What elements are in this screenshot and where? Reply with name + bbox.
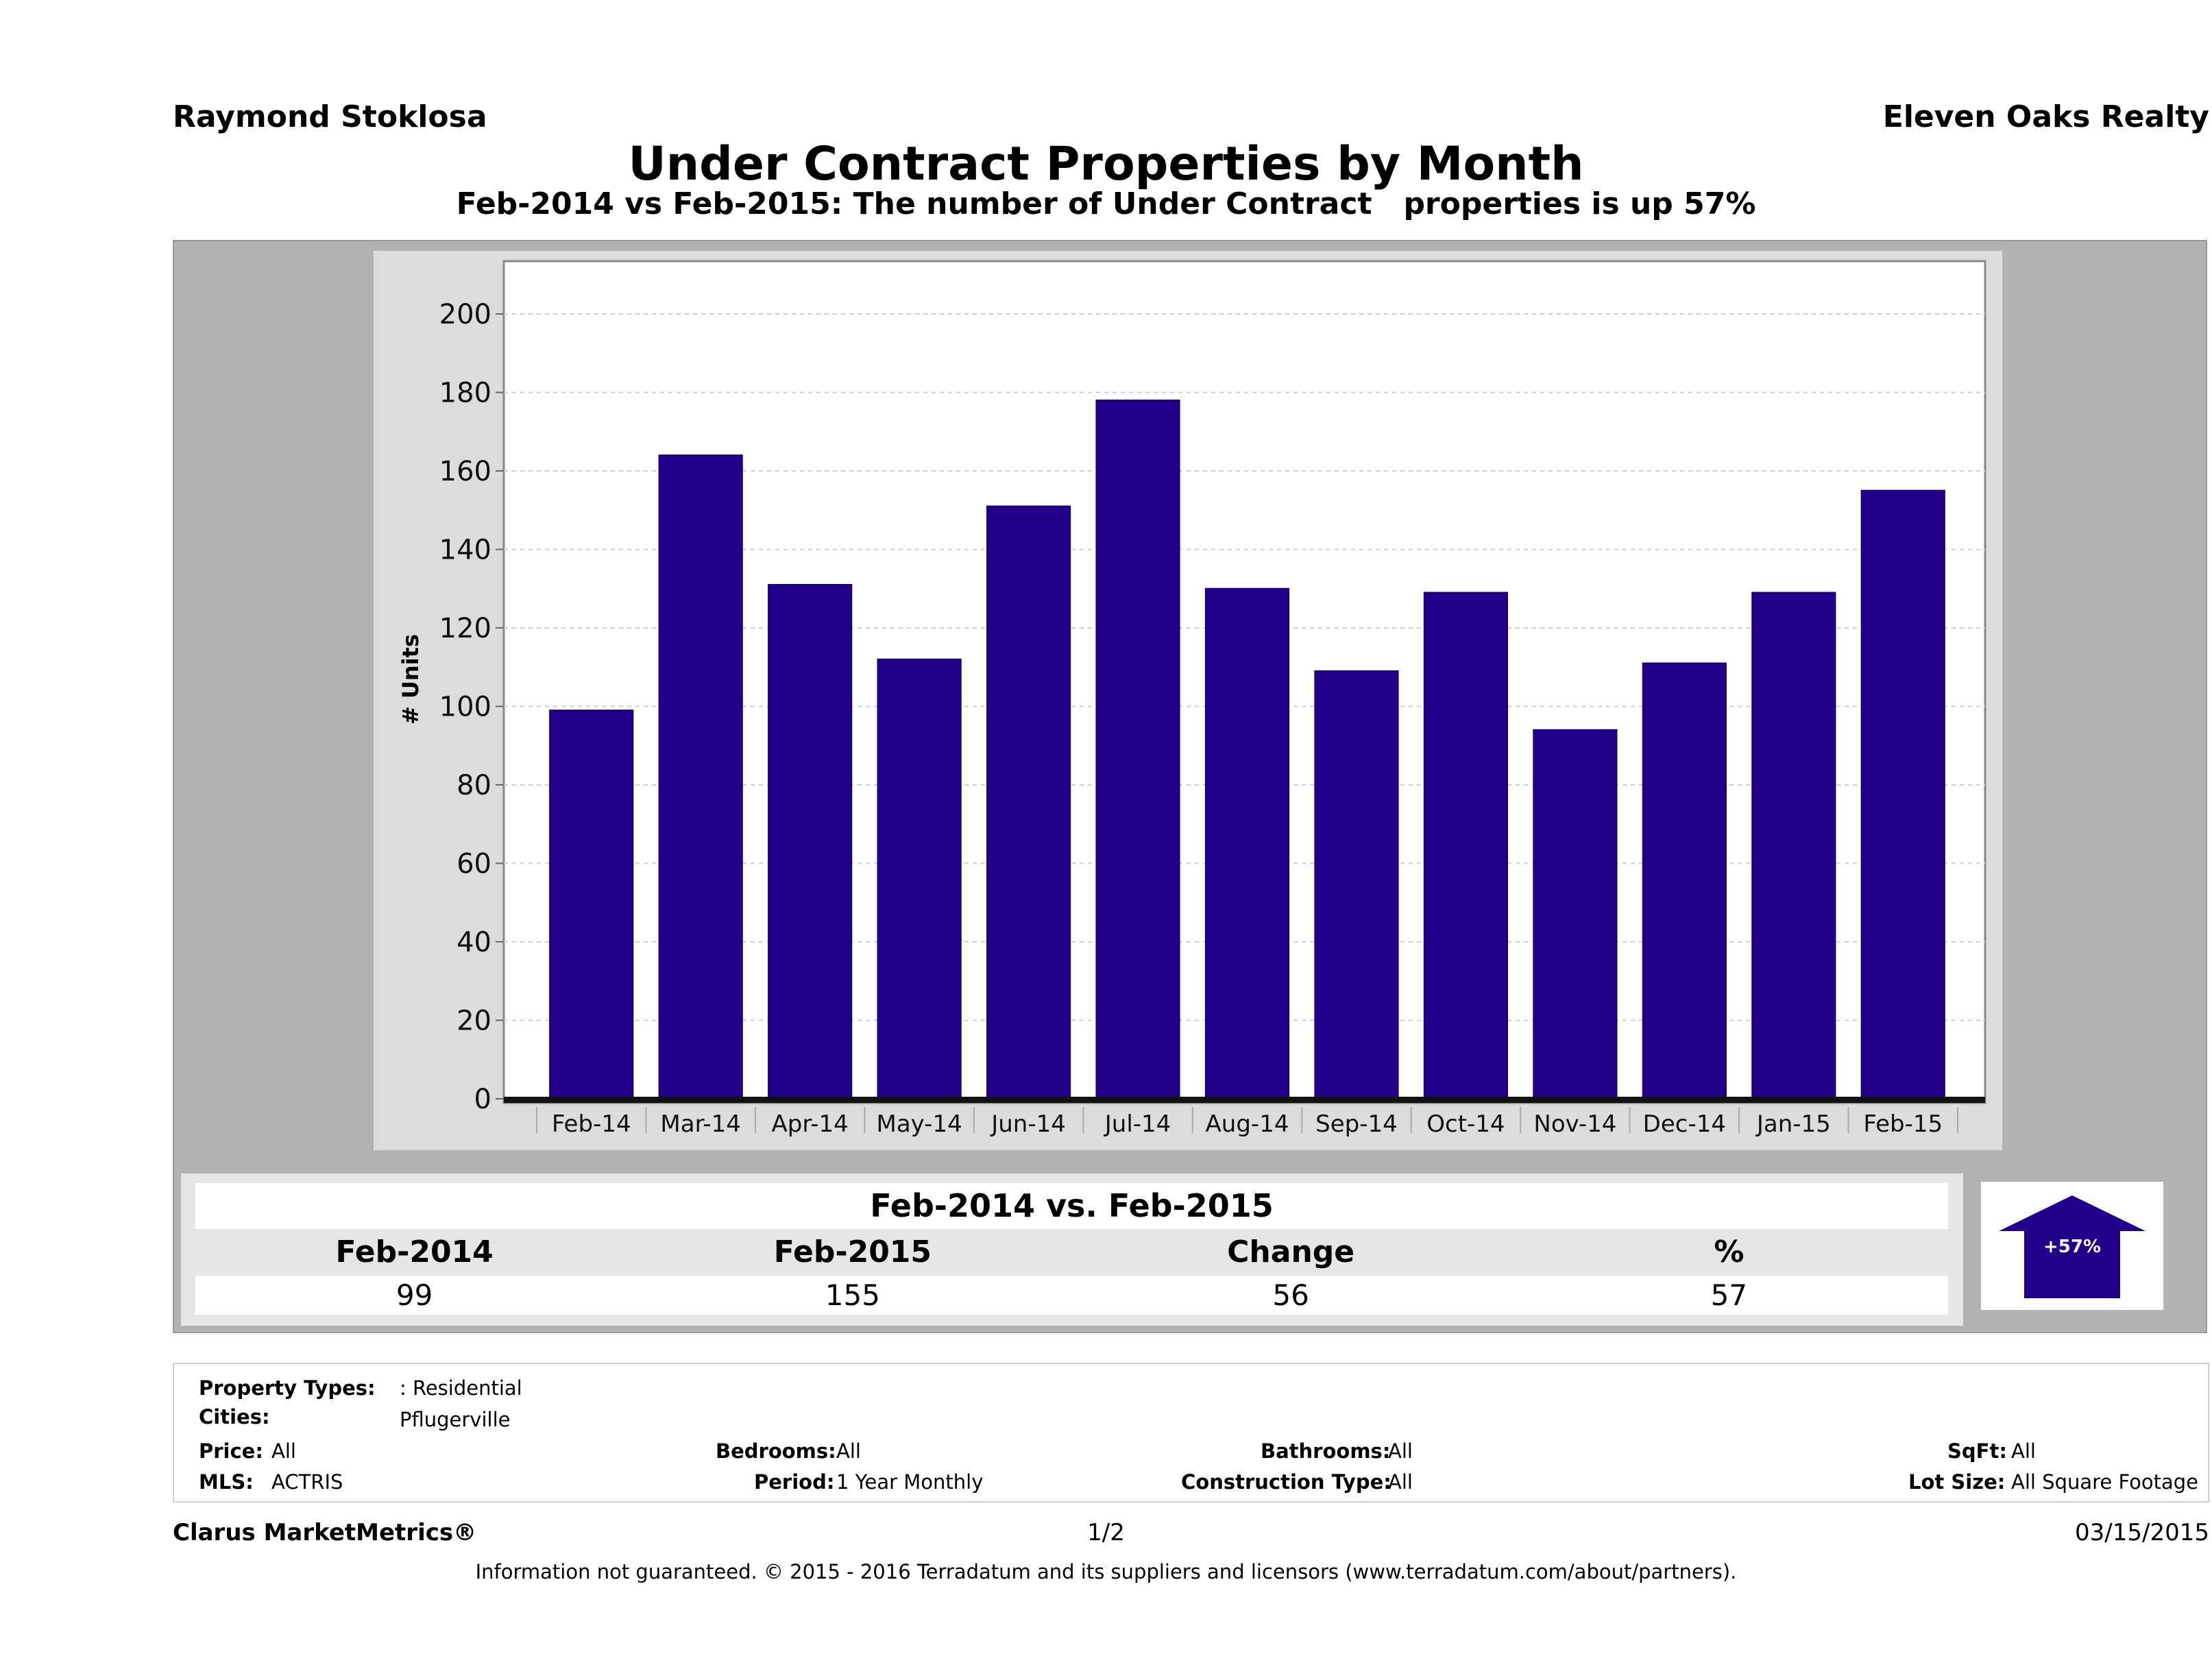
bar-nov-14 (1533, 729, 1618, 1099)
y-tick-label: 160 (439, 456, 491, 487)
agent-name: Raymond Stoklosa (173, 99, 487, 134)
y-tick-label: 60 (457, 849, 491, 880)
x-tick-label: Oct-14 (1426, 1110, 1505, 1138)
x-tick-label: Apr-14 (772, 1110, 849, 1138)
summary-value-cell: 99 (396, 1278, 433, 1312)
construction-type-value: All (1388, 1470, 1413, 1494)
x-tick-label: Dec-14 (1643, 1110, 1726, 1138)
x-tick-label: Aug-14 (1206, 1110, 1289, 1138)
lot-size-label: Lot Size: (1908, 1470, 2006, 1494)
y-tick-label: 0 (474, 1084, 491, 1115)
report-date: 03/15/2015 (2075, 1519, 2209, 1546)
summary-header-cell: Feb-2014 (335, 1235, 494, 1269)
period-label: Period: (754, 1470, 835, 1494)
mls-value: ACTRIS (271, 1470, 343, 1494)
y-axis-label: # Units (398, 634, 424, 725)
mls-label: MLS: (199, 1470, 254, 1494)
x-tick-label: Jul-14 (1104, 1110, 1171, 1138)
x-tick-label: Sep-14 (1315, 1110, 1398, 1138)
summary-header-cell: Feb-2015 (773, 1235, 932, 1269)
page-number: 1/2 (1087, 1519, 1125, 1546)
summary-value-cell: 155 (825, 1278, 880, 1312)
y-tick-label: 200 (439, 299, 491, 330)
report-title: Under Contract Properties by Month (628, 137, 1584, 191)
bar-jul-14 (1095, 399, 1180, 1099)
change-badge-label: +57% (2043, 1237, 2102, 1257)
summary-title: Feb-2014 vs. Feb-2015 (195, 1183, 1948, 1229)
bar-may-14 (877, 658, 962, 1099)
summary-values-row: 99 155 56 57 (195, 1276, 1948, 1315)
x-tick-label: Jan-15 (1755, 1110, 1831, 1138)
cities-label: Cities: (199, 1405, 270, 1428)
x-tick-label: Mar-14 (660, 1110, 741, 1138)
brokerage-name: Eleven Oaks Realty (1882, 99, 2209, 134)
summary-value-cell: 57 (1710, 1278, 1748, 1312)
x-axis-line (504, 1097, 1985, 1103)
price-label: Price: (199, 1439, 263, 1463)
bar-sep-14 (1314, 670, 1399, 1099)
bar-apr-14 (768, 584, 853, 1099)
x-tick-label: Feb-15 (1863, 1110, 1943, 1138)
property-types-label: Property Types: (199, 1376, 376, 1400)
bar-chart: 0 20 40 60 80 100 120 140 160 180 200 Feb-14 Mar-14… (398, 260, 1986, 1138)
bar-mar-14 (658, 454, 743, 1100)
period-value: 1 Year Monthly (836, 1470, 984, 1494)
filter-details: Property Types: : Residential Cities: Pf… (173, 1363, 2209, 1503)
lot-size-value: All Square Footage (2011, 1470, 2199, 1494)
product-name: Clarus MarketMetrics® (173, 1519, 477, 1546)
summary-header-cell: % (1714, 1235, 1745, 1269)
y-tick-label: 180 (439, 378, 491, 409)
summary-header-row: Feb-2014 Feb-2015 Change % (195, 1230, 1948, 1274)
bedrooms-value: All (836, 1439, 861, 1463)
bathrooms-label: Bathrooms: (1261, 1439, 1391, 1463)
x-tick-label: Nov-14 (1533, 1110, 1616, 1138)
disclaimer: Information not guaranteed. © 2015 - 201… (475, 1560, 1737, 1583)
up-arrow-icon (1999, 1195, 2146, 1298)
y-tick-label: 120 (439, 613, 491, 644)
bar-feb-14 (549, 709, 634, 1099)
y-tick-label: 40 (457, 927, 491, 958)
cities-value: Pflugerville (400, 1408, 511, 1431)
sqft-label: SqFt: (1947, 1439, 2007, 1463)
property-types-value: : Residential (400, 1376, 522, 1400)
bar-feb-15 (1860, 489, 1945, 1099)
y-tick-label: 140 (439, 535, 491, 566)
sqft-value: All (2011, 1439, 2036, 1463)
change-badge: +57% (1981, 1182, 2163, 1310)
bar-dec-14 (1642, 662, 1727, 1099)
bar-aug-14 (1204, 587, 1290, 1099)
x-tick-label: Jun-14 (990, 1110, 1066, 1138)
construction-type-label: Construction Type: (1181, 1470, 1391, 1494)
bar-oct-14 (1423, 592, 1509, 1100)
summary-header-cell: Change (1227, 1235, 1355, 1269)
bedrooms-label: Bedrooms: (716, 1439, 836, 1463)
bathrooms-value: All (1388, 1439, 1413, 1463)
x-tick-label: Feb-14 (552, 1110, 631, 1138)
y-tick-label: 100 (439, 692, 491, 723)
bar-jun-14 (986, 505, 1071, 1099)
summary-value-cell: 56 (1272, 1278, 1309, 1312)
y-tick-label: 20 (457, 1006, 491, 1037)
report-subtitle: Feb-2014 vs Feb-2015: The number of Unde… (456, 186, 1756, 221)
x-tick-label: May-14 (876, 1110, 962, 1138)
price-value: All (271, 1439, 296, 1463)
y-tick-label: 80 (457, 770, 491, 801)
bar-jan-15 (1751, 592, 1836, 1100)
